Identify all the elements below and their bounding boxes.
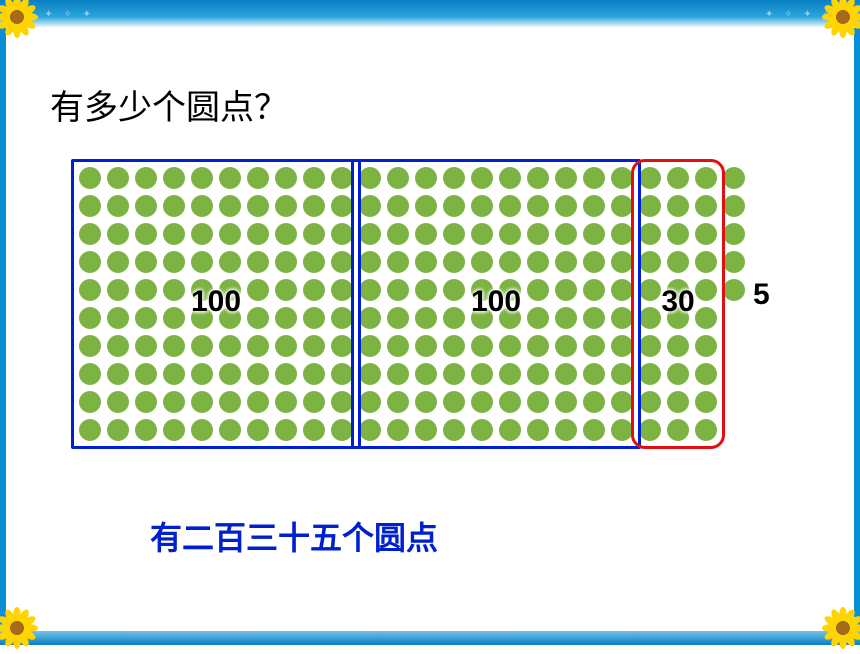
dot — [723, 195, 745, 217]
dot — [723, 251, 745, 273]
dot — [723, 279, 745, 301]
sunflower-icon — [822, 0, 860, 38]
top-border-accent: ✦ ✧ ✦ ✧ ✦ ✦ ✧ ✦ ✧ ✦ — [0, 0, 860, 28]
group-label: 30 — [648, 285, 708, 319]
group-label: 100 — [186, 285, 246, 319]
answer-text: 有二百三十五个圆点 — [150, 513, 840, 559]
question-text: 有多少个圆点？ — [50, 80, 840, 129]
group-label: 5 — [753, 278, 770, 312]
dot — [723, 223, 745, 245]
dot-diagram: 100 100 30 5 — [65, 153, 805, 473]
dot — [723, 167, 745, 189]
content-area: 有多少个圆点？ 100 100 30 5 有二百三十五个圆点 — [20, 40, 840, 615]
group-label: 100 — [466, 285, 526, 319]
bottom-border-accent — [0, 631, 860, 645]
sunflower-icon — [0, 0, 38, 38]
